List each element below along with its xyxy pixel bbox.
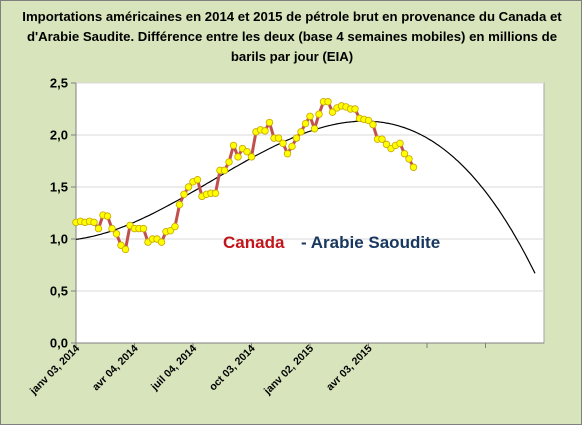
data-point bbox=[274, 134, 283, 142]
chart-title: Importations américaines en 2014 et 2015… bbox=[22, 9, 562, 64]
data-point bbox=[175, 200, 184, 209]
data-point bbox=[310, 125, 319, 133]
data-point bbox=[171, 222, 179, 231]
x-tick-label: janv 02, 2015 bbox=[261, 343, 316, 398]
data-point bbox=[211, 189, 220, 197]
data-point bbox=[405, 155, 413, 163]
data-point bbox=[121, 245, 130, 254]
data-point bbox=[382, 140, 391, 149]
data-point bbox=[108, 224, 116, 233]
y-tick-label: 0,0 bbox=[50, 336, 68, 351]
data-point bbox=[328, 108, 337, 116]
data-point bbox=[220, 166, 229, 175]
y-tick-label: 2,5 bbox=[50, 76, 68, 91]
data-point bbox=[243, 147, 251, 156]
data-point bbox=[378, 135, 386, 143]
data-point bbox=[193, 176, 202, 184]
data-point bbox=[94, 224, 103, 233]
data-point bbox=[409, 163, 418, 171]
y-tick-label: 1,0 bbox=[50, 232, 68, 247]
y-tick-label: 0,5 bbox=[50, 284, 68, 299]
x-tick-label: janv 03, 2014 bbox=[27, 343, 82, 398]
data-point bbox=[157, 238, 166, 246]
x-tick-label: avr 04, 2014 bbox=[90, 343, 141, 394]
data-point bbox=[234, 153, 242, 161]
data-point bbox=[364, 116, 373, 125]
data-point bbox=[400, 150, 409, 158]
data-point bbox=[90, 218, 98, 227]
trendline bbox=[75, 120, 536, 274]
data-point bbox=[225, 158, 233, 166]
data-point bbox=[306, 112, 314, 120]
annotations: Canada - Arabie Saoudite bbox=[223, 233, 440, 252]
plot-area bbox=[75, 82, 545, 344]
data-point bbox=[229, 141, 238, 150]
data-point bbox=[315, 110, 323, 118]
y-tick-label: 1,5 bbox=[50, 180, 68, 195]
data-point bbox=[247, 153, 256, 161]
x-tick-label: juil 04, 2014 bbox=[148, 343, 199, 394]
y-tick-label: 2,0 bbox=[50, 128, 68, 143]
data-point bbox=[351, 105, 359, 113]
data-series bbox=[72, 98, 418, 254]
x-tick-label: oct 03, 2014 bbox=[207, 343, 258, 394]
data-point bbox=[324, 98, 332, 106]
canada-label: Canada bbox=[223, 233, 285, 252]
data-point bbox=[369, 120, 377, 129]
data-point bbox=[117, 241, 125, 249]
data-point bbox=[261, 127, 269, 135]
data-point bbox=[180, 190, 188, 198]
data-point bbox=[184, 183, 193, 191]
data-point bbox=[396, 139, 404, 148]
arabie-saoudite-label: - Arabie Saoudite bbox=[301, 233, 440, 252]
x-tick-label: avr 03, 2015 bbox=[324, 343, 375, 394]
data-point bbox=[139, 224, 148, 233]
data-point bbox=[297, 128, 305, 136]
data-point bbox=[103, 212, 112, 220]
trendline-path bbox=[75, 120, 536, 274]
data-point bbox=[112, 230, 121, 238]
data-point bbox=[288, 142, 296, 151]
data-point bbox=[265, 118, 274, 127]
data-point bbox=[292, 134, 301, 142]
data-point bbox=[283, 150, 292, 158]
data-point bbox=[166, 226, 175, 235]
data-point bbox=[301, 119, 310, 128]
data-point bbox=[279, 139, 287, 148]
